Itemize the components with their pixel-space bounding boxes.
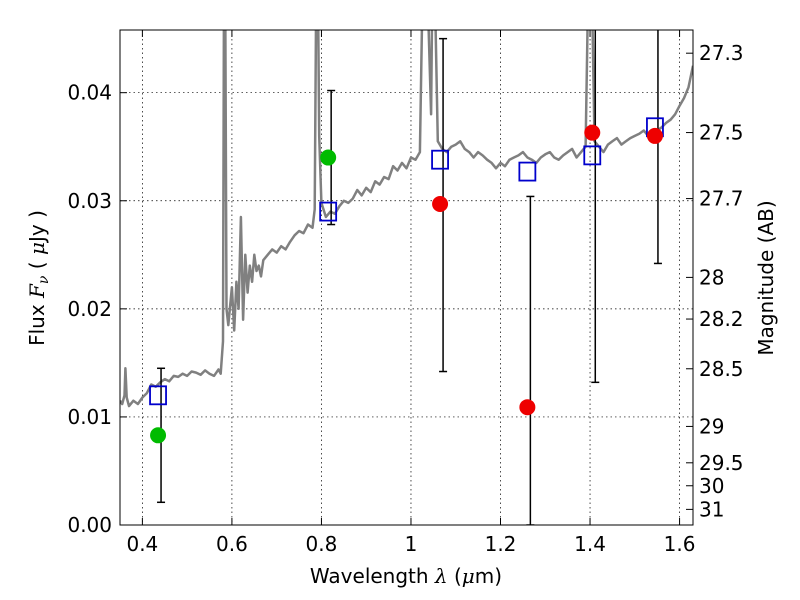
plot-area — [120, 30, 693, 525]
green-point — [320, 149, 337, 166]
red-point — [584, 124, 601, 141]
y-axis-nu-subscript: ν — [36, 275, 52, 284]
red-point — [432, 196, 449, 213]
x-axis-label-text: Wavelength — [310, 564, 435, 588]
x-tick-label: 0.4 — [126, 532, 158, 556]
y-axis-unit-close: Jy ) — [25, 210, 49, 244]
right-tick-label: 28.2 — [699, 307, 744, 331]
model-square — [319, 201, 338, 222]
x-tick-label: 0.8 — [306, 532, 338, 556]
x-tick-label: 1 — [405, 532, 418, 556]
x-axis-unit: ( — [448, 564, 462, 588]
y-tick-label: 0.02 — [67, 297, 112, 321]
y-axis-f-nu: F — [25, 283, 49, 299]
grid — [120, 30, 693, 525]
model-square — [149, 385, 167, 406]
right-tick-label: 27.3 — [699, 41, 744, 65]
model-square — [431, 149, 449, 170]
right-tick-label: 27.7 — [699, 187, 744, 211]
y-axis-mu: μ — [25, 242, 49, 255]
x-axis-unit-end: m) — [475, 564, 502, 588]
right-tick-label: 28 — [699, 265, 724, 289]
y-tick-label: 0.03 — [67, 189, 112, 213]
x-tick-label: 0.6 — [216, 532, 248, 556]
green-point — [150, 427, 167, 444]
right-axis-label: Magnitude (AB) — [754, 200, 778, 355]
y-axis-label-text: Flux — [25, 298, 49, 346]
right-tick-label: 29.5 — [699, 451, 744, 475]
right-tick-label: 28.5 — [699, 357, 744, 381]
model-square — [583, 145, 602, 166]
x-tick-label: 1.6 — [664, 532, 696, 556]
right-tick-label: 27.5 — [699, 121, 744, 145]
x-axis-label: Wavelength λ (μm) — [310, 564, 502, 588]
x-axis-lambda: λ — [434, 564, 448, 588]
right-tick-label: 29 — [699, 414, 724, 438]
model-square — [518, 161, 537, 182]
red-point — [519, 399, 536, 416]
x-tick-label: 1.4 — [574, 532, 606, 556]
y-axis-unit-open: ( — [25, 255, 49, 276]
y-tick-label: 0.00 — [67, 513, 112, 537]
right-tick-label: 30 — [699, 474, 724, 498]
ticks — [120, 30, 693, 526]
red-point — [646, 127, 663, 144]
y-tick-label: 0.04 — [67, 81, 112, 105]
right-tick-label: 31 — [699, 497, 724, 521]
x-tick-label: 1.2 — [485, 532, 517, 556]
x-axis-mu: μ — [462, 564, 475, 588]
y-axis-label: Flux Fν ( μJy ) — [25, 210, 52, 346]
y-tick-label: 0.01 — [67, 405, 112, 429]
